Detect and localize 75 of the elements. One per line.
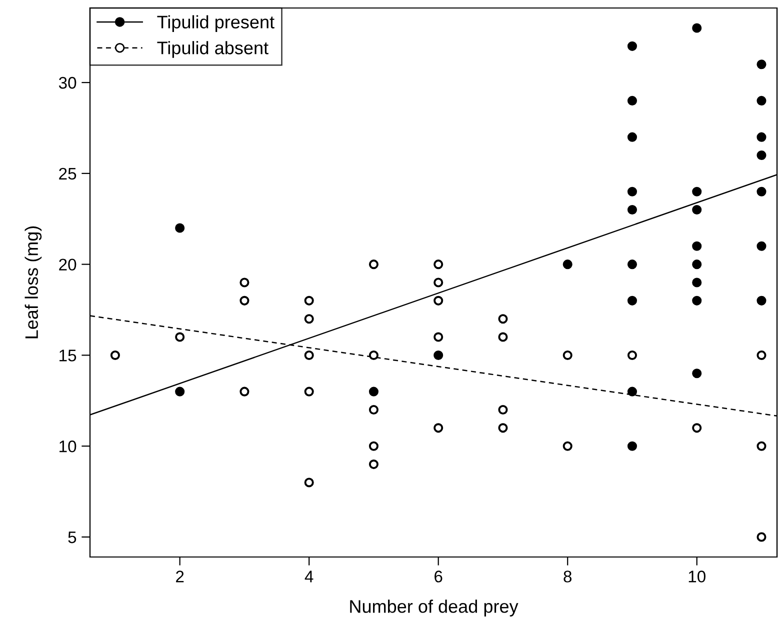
point [627,41,638,51]
point [692,241,702,251]
y-tick-label: 15 [60,350,76,362]
y-tick-label: 10 [60,440,76,452]
point [756,296,766,306]
point [368,404,378,415]
point [498,314,508,324]
y-tick-label: 20 [59,258,76,271]
point [434,423,444,433]
point [756,441,766,451]
point [110,350,120,360]
legend-label: Tipulid present [157,15,274,32]
point [756,96,766,106]
point [434,278,444,288]
point [756,60,766,70]
point [368,260,378,270]
point [562,441,572,451]
point [756,241,766,251]
point [692,260,702,270]
point [368,460,378,470]
point [627,186,638,196]
point [627,296,638,306]
point [756,532,766,542]
y-tick-label: 5 [68,532,76,544]
point [627,386,638,396]
point [434,260,444,270]
point [434,350,444,360]
legend-label: Tipulid absent [157,41,268,58]
y-tick-label: 25 [59,168,76,180]
point [627,260,638,270]
point [368,441,378,451]
x-axis-title: Number of dead prey [350,600,518,616]
y-axis-title: Leaf loss (mg) [24,226,42,338]
point [627,96,638,106]
point [304,478,314,488]
point [692,205,702,215]
point [240,296,250,306]
point [434,296,444,306]
point [240,278,250,288]
point [627,205,638,215]
point [304,350,314,360]
point [368,386,378,396]
point [627,350,638,360]
point [756,186,766,196]
point [304,386,314,396]
point [240,386,250,396]
point [692,23,702,33]
point [498,423,508,433]
point [692,368,702,378]
point [627,132,638,142]
point [756,350,766,360]
point [498,404,508,415]
point [175,332,185,342]
point [756,132,766,142]
point [175,386,185,396]
point [692,296,702,306]
point [175,223,185,233]
x-tick-label: 2 [176,570,184,582]
point [562,260,572,270]
point [434,332,444,342]
point [692,278,702,288]
point [627,441,638,451]
point [304,314,314,324]
point [692,423,702,433]
x-tick-label: 6 [434,570,442,582]
x-tick-label: 4 [304,570,314,582]
x-tick-label: 8 [564,570,572,582]
point [368,350,378,360]
y-tick-label: 30 [58,76,76,89]
point [562,350,572,360]
point [304,296,314,306]
point [692,186,702,196]
x-tick-label: 10 [688,570,706,582]
point [498,332,508,342]
point [756,150,766,160]
